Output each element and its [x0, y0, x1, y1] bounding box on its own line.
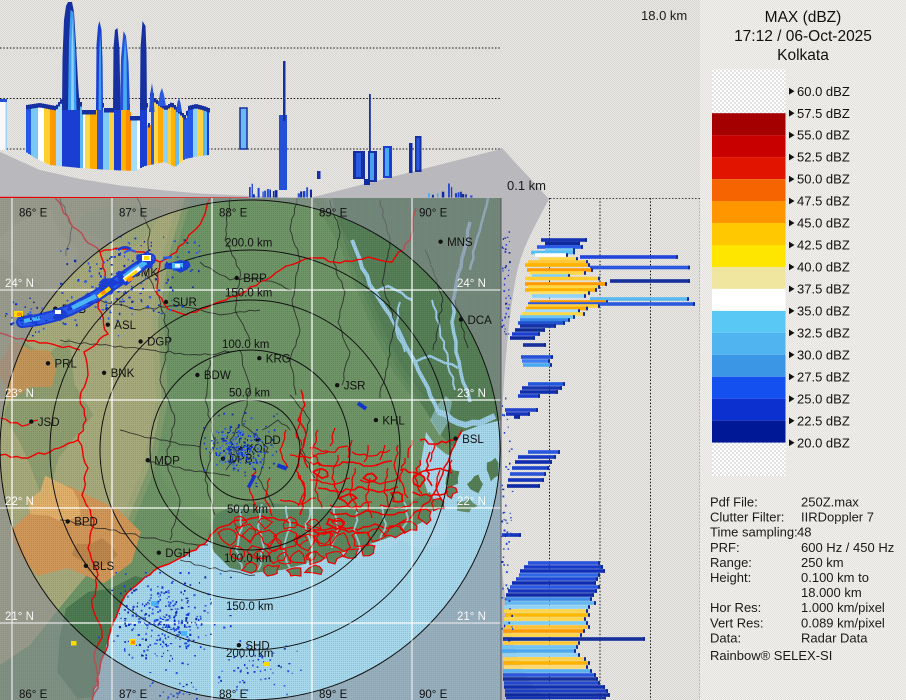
svg-text:150.0 km: 150.0 km [225, 288, 272, 300]
svg-text:150.0 km: 150.0 km [226, 601, 273, 613]
svg-text:BSL: BSL [462, 434, 484, 446]
svg-text:100.0 km: 100.0 km [222, 339, 269, 351]
svg-text:27.5 dBZ: 27.5 dBZ [797, 369, 850, 384]
svg-text:250 km: 250 km [801, 555, 844, 570]
svg-text:23° N: 23° N [457, 388, 486, 400]
svg-text:88° E: 88° E [219, 208, 248, 220]
svg-text:21° N: 21° N [5, 611, 34, 623]
svg-text:30.0 dBZ: 30.0 dBZ [797, 347, 850, 362]
svg-text:86° E: 86° E [19, 208, 48, 220]
svg-text:89° E: 89° E [319, 689, 348, 700]
svg-text:JSR: JSR [344, 380, 366, 392]
svg-text:21° N: 21° N [457, 611, 486, 623]
svg-text:BLS: BLS [92, 561, 114, 573]
svg-text:Vert Res:: Vert Res: [710, 615, 763, 630]
svg-text:250Z.max: 250Z.max [801, 495, 859, 510]
svg-text:90° E: 90° E [419, 208, 448, 220]
svg-text:37.5 dBZ: 37.5 dBZ [797, 282, 850, 297]
svg-text:PRL: PRL [55, 359, 78, 371]
svg-text:55.0 dBZ: 55.0 dBZ [797, 128, 850, 143]
svg-text:90° E: 90° E [419, 689, 448, 700]
svg-text:18.0 km: 18.0 km [641, 8, 687, 23]
svg-text:MNS: MNS [447, 237, 473, 249]
svg-text:MAX (dBZ): MAX (dBZ) [765, 9, 842, 26]
svg-text:MDP: MDP [154, 455, 180, 467]
svg-text:Radar Data: Radar Data [801, 630, 868, 645]
svg-text:89° E: 89° E [319, 208, 348, 220]
svg-text:IIRDoppler 7: IIRDoppler 7 [801, 510, 874, 525]
svg-text:SHD: SHD [245, 640, 269, 652]
svg-text:200.0 km: 200.0 km [226, 648, 273, 660]
svg-text:BRP: BRP [243, 273, 267, 285]
svg-text:DGH: DGH [165, 548, 191, 560]
svg-text:0.1 km: 0.1 km [507, 178, 546, 193]
svg-text:100.0 km: 100.0 km [224, 553, 271, 565]
svg-text:17:12 / 06-Oct-2025: 17:12 / 06-Oct-2025 [734, 28, 872, 45]
svg-text:42.5 dBZ: 42.5 dBZ [797, 238, 850, 253]
svg-text:DCA: DCA [468, 315, 493, 327]
svg-text:JSD: JSD [38, 417, 60, 429]
svg-text:25.0 dBZ: 25.0 dBZ [797, 391, 850, 406]
svg-text:35.0 dBZ: 35.0 dBZ [797, 304, 850, 319]
svg-text:Pdf File:: Pdf File: [710, 495, 758, 510]
svg-text:22° N: 22° N [457, 496, 486, 508]
svg-text:Clutter Filter:: Clutter Filter: [710, 510, 784, 525]
svg-text:32.5 dBZ: 32.5 dBZ [797, 326, 850, 341]
svg-text:50.0 km: 50.0 km [227, 504, 268, 516]
svg-text:DGP: DGP [147, 337, 172, 349]
svg-text:BNK: BNK [111, 368, 135, 380]
svg-text:Rainbow® SELEX-SI: Rainbow® SELEX-SI [710, 648, 832, 663]
svg-text:88° E: 88° E [219, 689, 248, 700]
svg-text:50.0 km: 50.0 km [229, 388, 270, 400]
svg-text:60.0 dBZ: 60.0 dBZ [797, 84, 850, 99]
svg-text:22° N: 22° N [5, 496, 34, 508]
svg-text:87° E: 87° E [119, 689, 148, 700]
svg-text:BPD: BPD [74, 517, 98, 529]
svg-text:Hor Res:: Hor Res: [710, 600, 761, 615]
svg-text:Data:: Data: [710, 630, 741, 645]
svg-text:BDW: BDW [204, 370, 231, 382]
svg-text:57.5 dBZ: 57.5 dBZ [797, 106, 850, 121]
svg-text:24° N: 24° N [5, 278, 34, 290]
svg-text:22.5 dBZ: 22.5 dBZ [797, 413, 850, 428]
svg-text:47.5 dBZ: 47.5 dBZ [797, 194, 850, 209]
svg-text:Range:: Range: [710, 555, 752, 570]
svg-text:20.0 dBZ: 20.0 dBZ [797, 435, 850, 450]
svg-text:86° E: 86° E [19, 689, 48, 700]
svg-text:Kolkata: Kolkata [777, 47, 829, 64]
svg-text:600 Hz / 450 Hz: 600 Hz / 450 Hz [801, 540, 894, 555]
svg-text:50.0 dBZ: 50.0 dBZ [797, 172, 850, 187]
svg-text:45.0 dBZ: 45.0 dBZ [797, 216, 850, 231]
svg-text:Height:: Height: [710, 570, 751, 585]
svg-text:0.100 km to: 0.100 km to [801, 570, 869, 585]
svg-text:18.000 km: 18.000 km [801, 585, 862, 600]
svg-text:SUR: SUR [173, 297, 197, 309]
svg-text:0.089 km/pixel: 0.089 km/pixel [801, 615, 885, 630]
svg-text:23° N: 23° N [5, 388, 34, 400]
svg-text:24° N: 24° N [457, 278, 486, 290]
svg-text:KRG: KRG [266, 353, 291, 365]
svg-text:200.0 km: 200.0 km [225, 238, 272, 250]
svg-text:Time sampling:: Time sampling: [710, 525, 798, 540]
svg-text:ASL: ASL [114, 320, 136, 332]
svg-text:PRF:: PRF: [710, 540, 740, 555]
svg-text:52.5 dBZ: 52.5 dBZ [797, 150, 850, 165]
svg-text:87° E: 87° E [119, 208, 148, 220]
svg-text:48: 48 [797, 525, 811, 540]
svg-text:40.0 dBZ: 40.0 dBZ [797, 260, 850, 275]
svg-text:1.000 km/pixel: 1.000 km/pixel [801, 600, 885, 615]
svg-text:KHL: KHL [382, 415, 405, 427]
